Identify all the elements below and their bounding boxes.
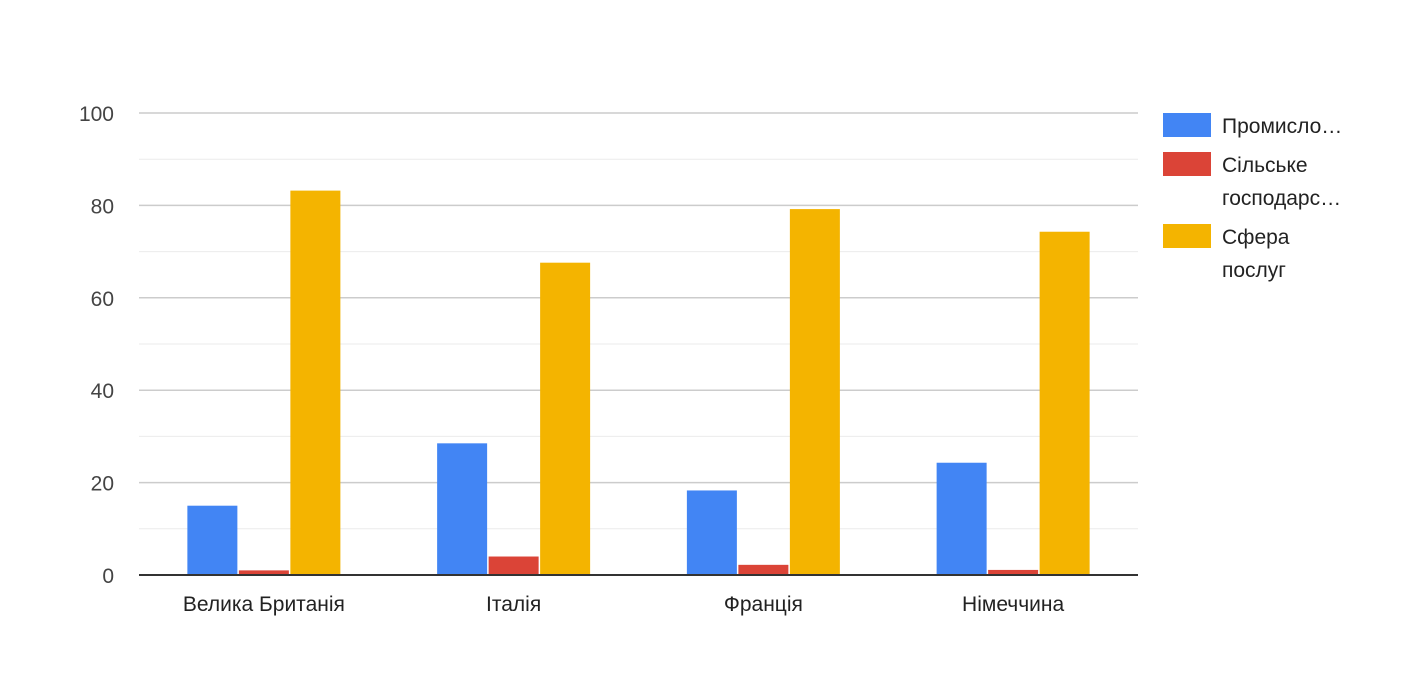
bar-2-1 [238,570,289,575]
y-tick-label: 100 [79,103,114,126]
bar-2-4 [988,569,1039,575]
y-tick-label: 80 [91,195,114,218]
y-tick-label: 60 [91,288,114,311]
bar-1-1 [187,505,238,575]
y-tick-label: 20 [91,473,114,496]
bars [187,190,1090,575]
legend-swatch-2 [1163,152,1211,176]
bar-1-3 [686,490,737,575]
x-category-label: Франція [724,593,803,616]
legend-label: господарс… [1222,187,1341,210]
gridlines [139,112,1138,530]
y-tick-label: 0 [102,565,114,588]
bar-3-4 [1039,231,1090,575]
bar-2-3 [738,564,789,575]
legend: Промисло… Сільське господарс… Сфера послуг [1163,113,1342,282]
x-category-label: Італія [486,593,541,616]
bar-3-2 [540,262,591,575]
bar-1-2 [437,443,488,575]
legend-label: Сфера [1222,226,1290,249]
y-tick-label: 40 [91,380,114,403]
legend-label: Сільське [1222,154,1308,177]
x-axis-categories: Велика Британія Італія Франція Німеччина [183,593,1065,616]
x-category-label: Велика Британія [183,593,345,616]
bar-1-4 [936,462,987,575]
y-axis-ticks: 0 20 40 60 80 100 [79,103,114,588]
bar-3-3 [789,209,840,575]
x-category-label: Німеччина [962,593,1064,616]
legend-label: Промисло… [1222,115,1342,138]
bar-2-2 [488,556,539,575]
legend-swatch-3 [1163,224,1211,248]
legend-swatch-1 [1163,113,1211,137]
bar-3-1 [290,190,341,575]
legend-label: послуг [1222,259,1286,282]
